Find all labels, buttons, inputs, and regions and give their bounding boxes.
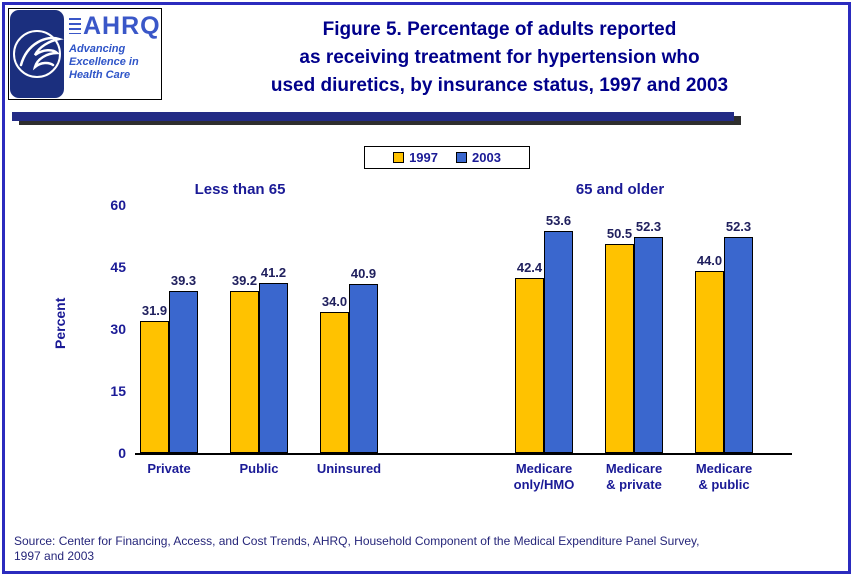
source-note: Source: Center for Financing, Access, an… (14, 534, 699, 564)
ahrq-wordmark: AHRQ (83, 12, 161, 40)
ahrq-tagline-line1: Advancing (69, 43, 126, 55)
bar-1997-medicare-public (695, 271, 724, 453)
bar-1997-medicare-private (605, 244, 634, 453)
bar-1997-private (140, 321, 169, 453)
legend-label-1997: 1997 (409, 150, 438, 165)
category-label-uninsured: Uninsured (316, 461, 382, 476)
bar-value-label-2003: 52.3 (725, 218, 752, 234)
bar-2003-medicare-public (724, 236, 753, 453)
legend-item-2003: 2003 (456, 150, 501, 165)
bar-value-label-1997: 44.0 (696, 253, 723, 269)
bar-2003-private (169, 290, 198, 453)
bar-2003-medicare-private (634, 236, 663, 453)
bar-1997-medicare-only-hmo (515, 277, 544, 453)
bar-value-label-1997: 31.9 (141, 303, 168, 319)
bar-1997-public (230, 290, 259, 453)
legend-swatch-icon-1997 (393, 152, 405, 163)
ahrq-wordmark-block: AHRQ Advancing Excellence in Health Care (65, 9, 161, 99)
category-label-public: Public (239, 461, 279, 476)
title-divider-bar (12, 112, 734, 121)
bar-value-label-1997: 34.0 (321, 294, 348, 310)
category-label-medicare-public: Medicare & public (695, 461, 753, 492)
hhs-seal-icon (10, 10, 64, 98)
category-label-medicare-private: Medicare & private (605, 461, 663, 492)
figure-title-line2: as receiving treatment for hypertension … (299, 47, 700, 68)
y-tick-60: 60 (110, 197, 126, 213)
ahrq-tagline: Advancing Excellence in Health Care (69, 43, 161, 82)
source-note-line2: 1997 and 2003 (14, 549, 95, 563)
bar-value-label-2003: 53.6 (545, 213, 572, 229)
y-tick-0: 0 (118, 445, 126, 461)
figure-title: Figure 5. Percentage of adults reported … (170, 16, 829, 100)
ahrq-stripes-icon (69, 18, 81, 34)
ahrq-logo: AHRQ Advancing Excellence in Health Care (8, 8, 162, 100)
category-label-medicare-only-hmo: Medicare only/HMO (513, 461, 575, 492)
plot-area: 31.9 39.3 Private 39.2 41.2 Public 34.0 40.9 Uni… (135, 205, 792, 492)
y-axis-label: Percent (52, 297, 68, 349)
bar-value-label-1997: 50.5 (606, 226, 633, 242)
category-label-private: Private (147, 461, 191, 476)
bar-value-label-1997: 39.2 (231, 272, 258, 288)
bar-1997-uninsured (320, 312, 349, 453)
figure-title-line3: used diuretics, by insurance status, 199… (270, 75, 729, 96)
legend-label-2003: 2003 (472, 150, 501, 165)
ahrq-tagline-line3: Health Care (69, 69, 131, 81)
ahrq-tagline-line2: Excellence in (69, 56, 139, 68)
bar-2003-uninsured (349, 283, 378, 453)
bar-value-label-2003: 52.3 (635, 218, 662, 234)
group-header-65-and-older: 65 and older (575, 181, 665, 198)
bar-2003-public (259, 282, 288, 453)
y-tick-45: 45 (110, 259, 126, 275)
bar-value-label-2003: 40.9 (350, 265, 377, 281)
bar-value-label-2003: 39.3 (170, 272, 197, 288)
legend-swatch-icon-2003 (456, 152, 467, 163)
bar-value-label-2003: 41.2 (260, 264, 287, 280)
y-tick-30: 30 (110, 321, 126, 337)
source-note-line1: Source: Center for Financing, Access, an… (14, 534, 700, 548)
bar-2003-medicare-only-hmo (544, 231, 573, 453)
group-header-under-65: Less than 65 (194, 181, 286, 198)
y-axis-ticks: 0 15 30 45 60 (90, 197, 126, 461)
y-tick-15: 15 (110, 383, 126, 399)
figure-title-line1: Figure 5. Percentage of adults reported (322, 19, 677, 40)
chart-legend: 1997 2003 (364, 146, 530, 169)
legend-item-1997: 1997 (393, 150, 438, 165)
bar-value-label-1997: 42.4 (516, 259, 543, 275)
